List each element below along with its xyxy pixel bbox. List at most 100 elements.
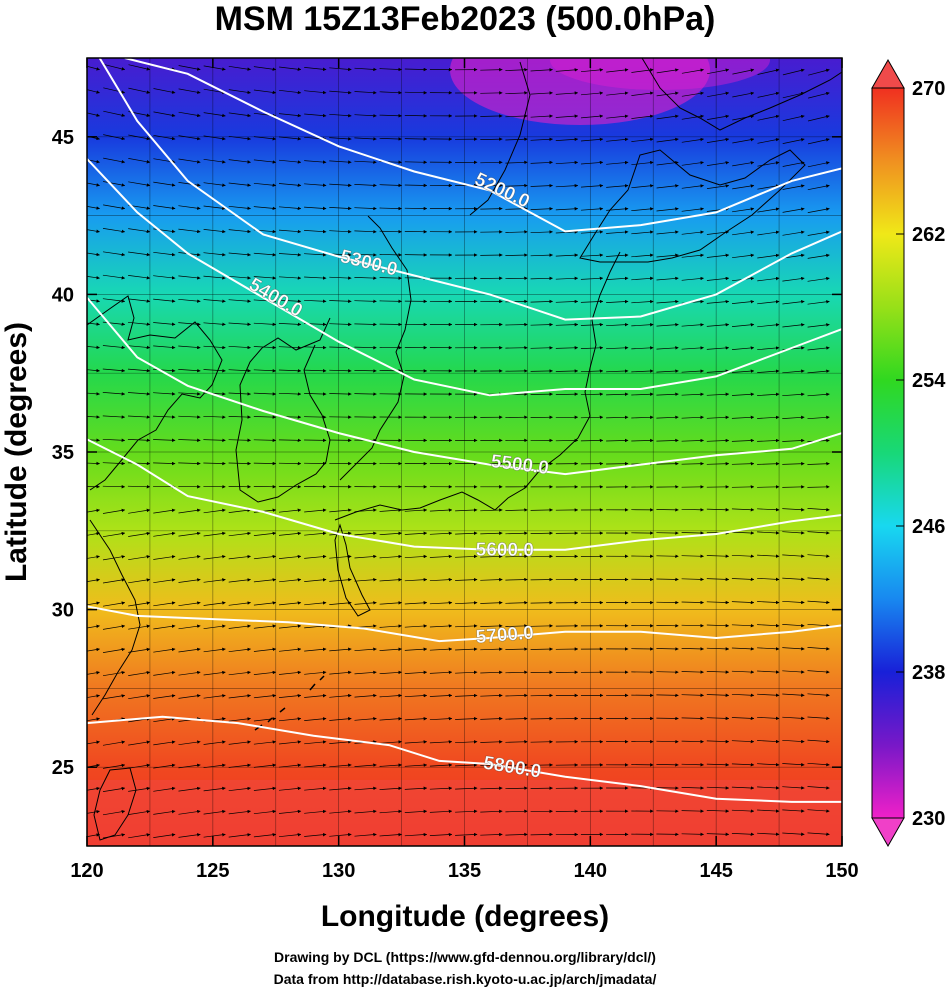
wind-arrow xyxy=(530,114,553,118)
wind-arrow xyxy=(304,67,327,72)
wind-arrow xyxy=(706,508,730,512)
wind-arrow xyxy=(329,601,352,605)
wind-arrow xyxy=(681,160,704,166)
wind-arrow xyxy=(732,137,755,144)
wind-arrow xyxy=(706,438,730,443)
wind-arrow xyxy=(681,693,704,698)
height-contours xyxy=(87,58,842,803)
wind-arrow xyxy=(731,415,755,420)
wind-arrow xyxy=(379,809,402,814)
wind-arrow xyxy=(530,716,553,721)
wind-arrow xyxy=(782,230,805,236)
wind-arrow xyxy=(631,207,654,212)
wind-arrow xyxy=(681,415,704,420)
wind-arrow xyxy=(706,346,730,350)
height-contour xyxy=(87,296,842,476)
wind-arrow xyxy=(329,345,352,350)
wind-arrow xyxy=(530,68,553,72)
wind-arrow xyxy=(253,740,277,745)
wind-arrow xyxy=(480,809,503,814)
wind-arrow xyxy=(178,182,201,187)
wind-arrow xyxy=(304,369,327,373)
wind-arrow xyxy=(681,647,704,651)
wind-arrow xyxy=(178,88,201,94)
wind-arrow xyxy=(782,762,805,767)
wind-arrow xyxy=(404,554,428,559)
wind-arrow xyxy=(278,206,302,211)
wind-arrow xyxy=(102,298,126,303)
wind-arrow xyxy=(807,392,830,397)
wind-arrow xyxy=(203,809,226,815)
wind-arrow xyxy=(102,809,126,816)
wind-arrow xyxy=(379,763,402,767)
wind-arrow xyxy=(731,392,755,397)
wind-arrow xyxy=(707,91,730,98)
wind-arrow xyxy=(228,65,251,71)
wind-arrow xyxy=(681,137,704,143)
wind-arrow xyxy=(153,275,176,280)
wind-arrow xyxy=(278,832,302,838)
colorbar-min-triangle xyxy=(871,817,905,848)
wind-arrow xyxy=(304,740,327,745)
wind-arrow xyxy=(178,158,201,164)
wind-arrow xyxy=(731,623,755,628)
wind-arrow xyxy=(681,809,704,813)
wind-arrow xyxy=(379,67,402,72)
wind-arrow xyxy=(203,484,226,489)
wind-arrow xyxy=(178,601,201,607)
wind-arrow xyxy=(505,554,528,559)
wind-arrow xyxy=(128,508,151,514)
wind-arrow xyxy=(87,275,100,280)
wind-arrow xyxy=(782,300,805,305)
wind-arrow xyxy=(228,229,251,234)
wind-arrow xyxy=(153,647,176,653)
wind-arrow xyxy=(329,554,352,559)
wind-arrow xyxy=(178,763,201,769)
wind-arrow xyxy=(681,832,704,837)
wind-arrow xyxy=(555,230,579,234)
wind-arrow xyxy=(782,716,805,721)
wind-arrow xyxy=(455,624,478,628)
wind-arrow xyxy=(706,600,730,605)
wind-arrow xyxy=(757,693,780,697)
wind-arrow xyxy=(455,786,478,790)
wind-arrow xyxy=(203,88,226,95)
wind-arrow xyxy=(606,253,629,257)
wind-arrow xyxy=(681,184,704,189)
wind-arrow xyxy=(807,207,830,213)
wind-arrow xyxy=(304,554,327,559)
wind-arrow xyxy=(228,182,251,187)
wind-arrow xyxy=(102,555,126,561)
wind-arrow xyxy=(153,134,176,141)
wind-arrow xyxy=(732,184,755,190)
wind-arrow xyxy=(128,624,151,630)
wind-arrow xyxy=(731,554,755,558)
wind-arrow xyxy=(555,299,579,304)
wind-arrow xyxy=(379,253,402,257)
wind-arrow xyxy=(757,716,780,721)
wind-arrow xyxy=(706,670,730,674)
x-tick-label: 150 xyxy=(825,860,858,882)
wind-arrow xyxy=(278,693,302,698)
wind-arrow xyxy=(278,438,302,443)
wind-arrow xyxy=(404,531,428,536)
wind-arrow xyxy=(580,346,604,350)
wind-arrow xyxy=(757,415,780,420)
wind-arrow xyxy=(203,786,226,792)
wind-arrow xyxy=(731,577,755,582)
colorbar-tick-label: 254 xyxy=(912,370,946,392)
wind-arrow xyxy=(87,647,100,652)
wind-arrow xyxy=(505,114,528,118)
wind-arrow xyxy=(455,716,478,721)
wind-arrow xyxy=(404,832,428,837)
temperature-field xyxy=(87,58,842,846)
wind-arrow xyxy=(404,90,428,95)
wind-arrow xyxy=(480,206,503,211)
wind-arrow xyxy=(807,300,830,305)
wind-arrow xyxy=(807,623,830,628)
wind-arrow xyxy=(480,670,503,675)
wind-arrow xyxy=(757,184,780,190)
wind-arrow xyxy=(530,299,553,304)
wind-arrow xyxy=(304,832,327,837)
y-tick-label: 40 xyxy=(52,284,74,306)
